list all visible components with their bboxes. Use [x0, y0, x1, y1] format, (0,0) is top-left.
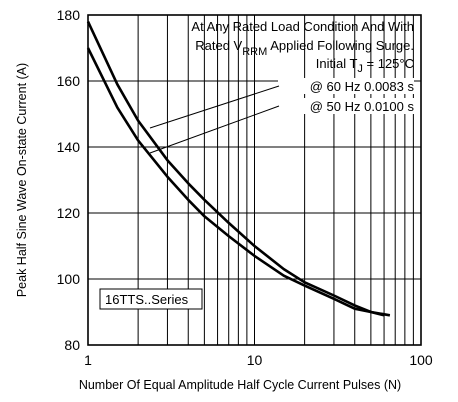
- series-label-50: @ 50 Hz 0.0100 s: [310, 99, 415, 114]
- tj-condition: Initial TJ = 125°C: [316, 56, 414, 75]
- y-tick-label: 80: [64, 337, 80, 353]
- series-label-60-bg: [278, 78, 414, 94]
- tj-subscript: J: [357, 63, 363, 75]
- condition-line-2: Rated VRRM Applied Following Surge.: [195, 38, 414, 58]
- tj-prefix: Initial T: [316, 56, 358, 71]
- series-label-60: @ 60 Hz 0.0083 s: [310, 79, 415, 94]
- y-axis-label: Peak Half Sine Wave On-state Current (A): [15, 63, 29, 297]
- tj-suffix: = 125°C: [363, 56, 414, 71]
- x-axis-label: Number Of Equal Amplitude Half Cycle Cur…: [79, 378, 401, 392]
- device-label: 16TTS..Series: [105, 292, 189, 307]
- leader-line-50: [149, 105, 280, 154]
- x-tick-label: 100: [409, 352, 433, 368]
- condition-line-2-suffix: Applied Following Surge.: [267, 38, 414, 53]
- series-curves: [86, 21, 391, 317]
- leader-line-60: [149, 85, 280, 129]
- series-line-60hz: [86, 21, 385, 317]
- condition-line-2-subscript: RRM: [242, 46, 267, 58]
- x-tick-label: 1: [84, 352, 92, 368]
- condition-line-2-prefix: Rated V: [195, 38, 242, 53]
- x-tick-label: 10: [247, 352, 263, 368]
- y-tick-label: 140: [57, 139, 81, 155]
- x-tick-labels: 1 10 100: [84, 352, 433, 368]
- condition-line-1: At Any Rated Load Condition And With: [191, 19, 414, 34]
- series-label-50-bg: [278, 98, 414, 114]
- series-line-50hz: [86, 47, 391, 317]
- y-tick-labels: 80 100 120 140 160 180: [57, 7, 81, 353]
- y-tick-label: 160: [57, 73, 81, 89]
- y-tick-label: 100: [57, 271, 81, 287]
- y-tick-label: 120: [57, 205, 81, 221]
- device-label-box: [99, 288, 203, 310]
- y-tick-label: 180: [57, 7, 81, 23]
- grid-lines: [88, 15, 421, 345]
- plot-frame: [87, 14, 422, 346]
